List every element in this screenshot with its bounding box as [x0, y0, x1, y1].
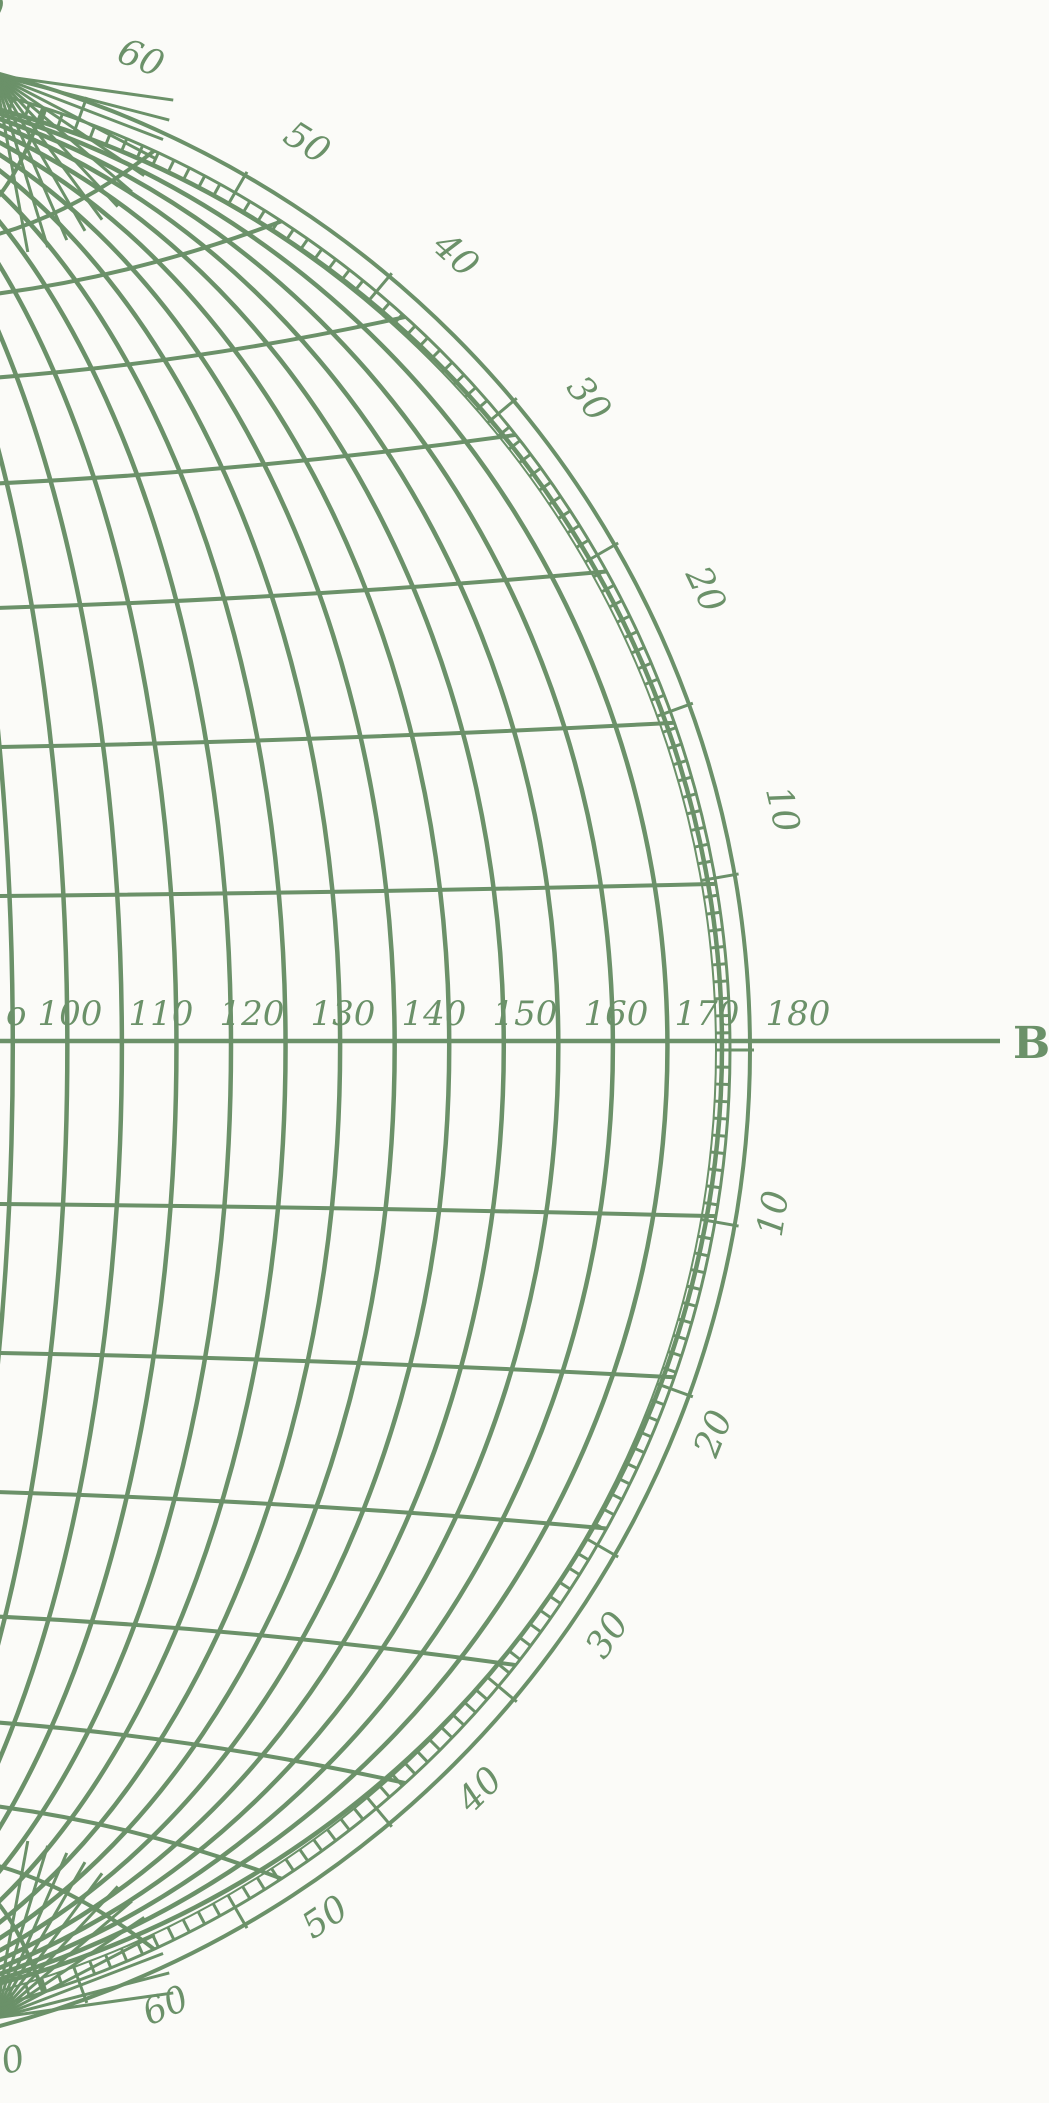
upper-rim-label: 40	[424, 224, 486, 286]
rim-tick	[477, 1690, 488, 1699]
rim-tick	[327, 1829, 335, 1840]
point-label-b: B	[1013, 1018, 1049, 1069]
upper-rim-label: 20	[677, 559, 734, 619]
rim-tick	[243, 1887, 250, 1899]
lower-rim-label: 60	[136, 1978, 195, 2034]
rim-tick	[454, 1716, 464, 1726]
rim-tick	[286, 1859, 294, 1871]
upper-rim-label: 70	[0, 0, 8, 33]
rim-tick	[257, 1878, 264, 1890]
rim-tick	[509, 1651, 520, 1660]
lower-rim-label: 70	[0, 2038, 29, 2089]
upper-rim-label: 30	[558, 368, 618, 429]
equator-label: 150	[493, 994, 558, 1034]
rim-tick	[530, 1624, 541, 1632]
equator-label: 140	[402, 994, 467, 1034]
rim-tick	[406, 1764, 416, 1774]
rim-tick	[213, 1904, 220, 1916]
parallel-line	[0, 1204, 716, 1216]
rim-tick	[687, 810, 701, 813]
parallel-line	[0, 435, 516, 484]
rim-tick	[668, 744, 681, 748]
rim-tick	[711, 1152, 725, 1153]
rim-tick	[704, 895, 718, 897]
rim-tick	[418, 1752, 428, 1762]
upper-rim-label: 10	[757, 782, 807, 836]
rim-tick	[539, 1610, 550, 1618]
equator-label: o	[6, 994, 26, 1034]
rim-tick	[657, 1384, 693, 1397]
equator-label: 160	[584, 994, 649, 1034]
rim-tick	[549, 1596, 561, 1604]
rim-tick	[341, 1819, 350, 1830]
rim-tick	[25, 1983, 29, 1996]
equator-label: 130	[311, 994, 376, 1034]
upper-rim-label: 60	[112, 31, 170, 86]
equator-label: 170	[675, 994, 740, 1034]
rim-tick	[300, 1849, 308, 1860]
equator-label: 180	[766, 994, 831, 1034]
equator-label: 110	[129, 994, 194, 1034]
inner-rim-circle	[0, 60, 730, 2040]
rim-tick	[714, 1118, 728, 1119]
rim-tick	[430, 1740, 440, 1750]
rim-tick	[715, 1101, 729, 1102]
rim-tick	[707, 1186, 721, 1188]
rim-tick	[712, 1135, 726, 1136]
rim-tick	[314, 1840, 322, 1851]
rim-tick	[74, 97, 87, 133]
rim-tick	[183, 1920, 189, 1932]
rim-tick	[168, 1927, 174, 1940]
meridian-line	[0, 75, 504, 2018]
parallel-line	[0, 884, 716, 896]
rim-tick	[709, 1169, 723, 1171]
upper-rim-label: 50	[276, 113, 337, 172]
rim-tick	[168, 160, 174, 173]
rim-tick	[25, 103, 29, 116]
rim-tick	[380, 1787, 389, 1798]
rim-tick	[198, 1912, 205, 1924]
rim-tick	[228, 172, 247, 205]
rim-tick	[673, 761, 686, 765]
equator-label: 100	[38, 994, 103, 1034]
rim-tick	[698, 861, 712, 864]
rim-tick	[712, 964, 726, 965]
rim-tick	[704, 1203, 718, 1205]
rim-tick	[442, 1728, 452, 1738]
rim-tick	[228, 1895, 247, 1928]
rim-tick	[585, 1538, 618, 1557]
rim-tick	[678, 777, 691, 781]
rim-tick	[714, 981, 728, 982]
rim-tick	[152, 1935, 158, 1948]
lower-rim-label: 50	[295, 1888, 356, 1948]
lower-rim-label: 10	[750, 1188, 798, 1240]
rim-tick	[354, 1808, 363, 1819]
graticule-lines	[0, 75, 1000, 2018]
rim-tick	[683, 794, 697, 798]
rim-tick	[709, 929, 723, 931]
rim-tick	[90, 126, 95, 139]
rim-tick	[698, 1236, 712, 1239]
rim-tick	[585, 543, 618, 562]
rim-tick	[711, 947, 725, 948]
equator-label: 120	[220, 994, 285, 1034]
rim-tick	[691, 827, 705, 830]
rim-tick	[707, 912, 721, 914]
rim-tick	[465, 1703, 475, 1712]
rim-tick	[519, 1637, 530, 1645]
lower-rim-label: 30	[578, 1605, 638, 1666]
lower-rim-label: 40	[449, 1759, 511, 1821]
meridian-line	[0, 75, 558, 2018]
lower-rim-label: 20	[686, 1405, 741, 1464]
rim-tick	[695, 844, 709, 847]
rim-tick	[695, 1253, 709, 1256]
rim-tick	[559, 1582, 571, 1590]
